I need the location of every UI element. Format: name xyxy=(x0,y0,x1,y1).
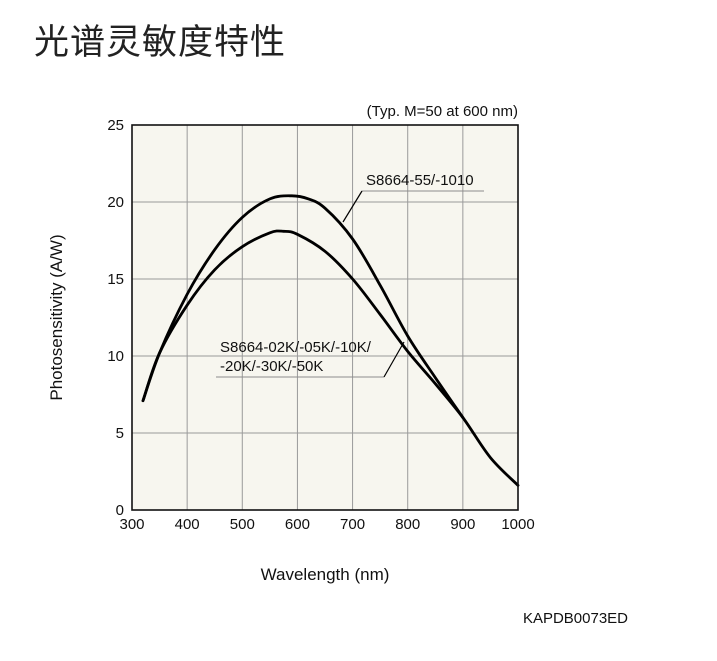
series-lines xyxy=(141,194,520,487)
x-axis-label: Wavelength (nm) xyxy=(261,565,390,584)
y-tick-label: 20 xyxy=(107,194,124,211)
tick-labels: 300 400 500 600 700 800 900 1000 0 5 10 15 20 25 xyxy=(107,117,534,533)
x-tick-label: 400 xyxy=(175,516,200,533)
y-tick-label: 25 xyxy=(107,117,124,134)
series-label-1: S8664-55/-1010 xyxy=(366,172,474,189)
x-tick-label: 500 xyxy=(230,516,255,533)
y-tick-label: 10 xyxy=(107,348,124,365)
x-tick-label: 900 xyxy=(450,516,475,533)
page-title: 光谱灵敏度特性 xyxy=(34,23,287,63)
y-tick-label: 5 xyxy=(116,425,124,442)
annotations: S8664-55/-1010 S8664-02K/-05K/-10K/ -20K/-… xyxy=(216,172,484,378)
x-tick-label: 800 xyxy=(395,516,420,533)
x-tick-label: 700 xyxy=(340,516,365,533)
y-tick-label: 15 xyxy=(107,271,124,288)
x-tick-label: 300 xyxy=(119,516,144,533)
series-label-2-leader xyxy=(383,341,405,378)
series-label-1-leader xyxy=(342,190,363,223)
series-label-2-line-1: S8664-02K/-05K/-10K/ xyxy=(220,339,372,356)
series-line-2 xyxy=(141,229,520,487)
x-tick-label: 1000 xyxy=(501,516,534,533)
y-axis-label: Photosensitivity (A/W) xyxy=(47,234,66,400)
plot-area xyxy=(132,125,518,510)
x-tick-label: 600 xyxy=(285,516,310,533)
series-line-1 xyxy=(141,194,465,419)
condition-note: (Typ. M=50 at 600 nm) xyxy=(367,103,518,120)
series-label-2-line-2: -20K/-30K/-50K xyxy=(220,358,323,375)
y-tick-label: 0 xyxy=(116,502,124,519)
plot-border xyxy=(131,124,519,511)
document-code: KAPDB0073ED xyxy=(523,610,628,627)
